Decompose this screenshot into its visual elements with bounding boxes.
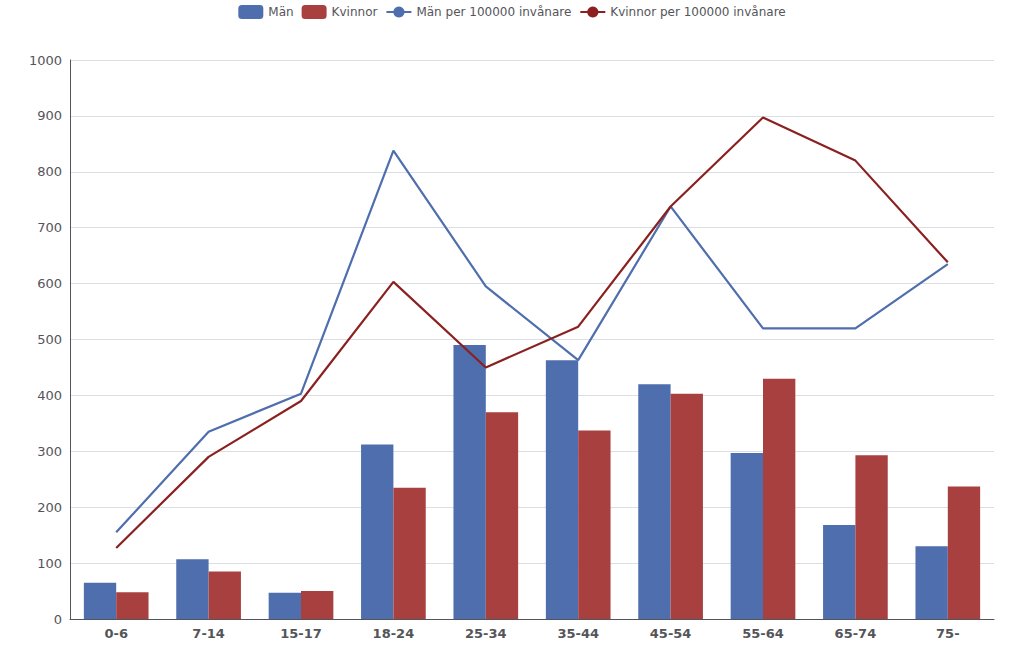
svg-text:45-54: 45-54 xyxy=(650,626,692,641)
svg-text:Män: Män xyxy=(268,5,293,19)
svg-text:200: 200 xyxy=(37,500,62,515)
svg-text:18-24: 18-24 xyxy=(373,626,415,641)
svg-text:7-14: 7-14 xyxy=(192,626,225,641)
svg-text:0-6: 0-6 xyxy=(104,626,128,641)
svg-text:25-34: 25-34 xyxy=(465,626,507,641)
svg-text:Kvinnor per 100000 invånare: Kvinnor per 100000 invånare xyxy=(610,5,785,19)
svg-text:700: 700 xyxy=(37,220,62,235)
svg-text:600: 600 xyxy=(37,276,62,291)
svg-text:0: 0 xyxy=(54,612,62,627)
svg-text:Män per 100000 invånare: Män per 100000 invånare xyxy=(416,5,571,19)
svg-text:1000: 1000 xyxy=(29,53,62,68)
svg-text:65-74: 65-74 xyxy=(835,626,877,641)
svg-text:15-17: 15-17 xyxy=(280,626,322,641)
svg-text:400: 400 xyxy=(37,388,62,403)
svg-text:500: 500 xyxy=(37,332,62,347)
svg-text:300: 300 xyxy=(37,444,62,459)
svg-text:100: 100 xyxy=(37,556,62,571)
svg-text:55-64: 55-64 xyxy=(742,626,784,641)
svg-text:35-44: 35-44 xyxy=(557,626,599,641)
svg-text:Kvinnor: Kvinnor xyxy=(332,5,378,19)
svg-text:800: 800 xyxy=(37,164,62,179)
svg-text:75-: 75- xyxy=(936,626,960,641)
svg-text:900: 900 xyxy=(37,108,62,123)
